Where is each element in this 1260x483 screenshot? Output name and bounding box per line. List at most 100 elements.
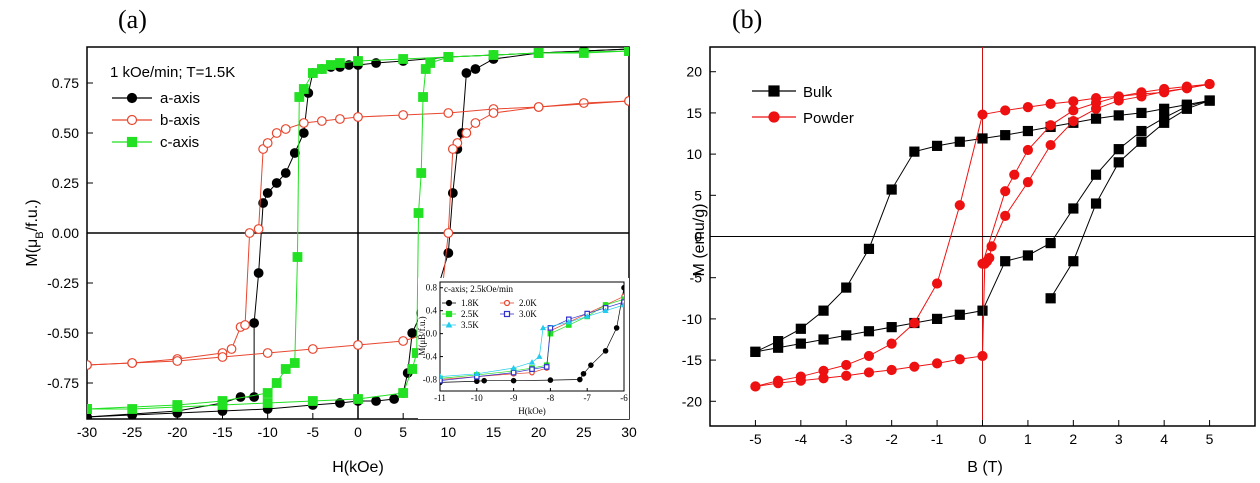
- panel-a-inset-series-3-5k-point: [620, 301, 624, 308]
- panel-a-data-area: [87, 47, 629, 419]
- panel-a-inset-series-1-8k-point: [473, 378, 480, 385]
- panel-b-legend-bulk-label: Bulk: [803, 84, 833, 101]
- panel-b-series-powder-return-point: [1000, 210, 1011, 222]
- panel-b-series-powder-return-point: [909, 361, 920, 372]
- panel-a-inset-legend-1-8k-marker: [445, 299, 453, 307]
- panel-a-series-c-axis-return-point: [416, 168, 427, 178]
- panel-b-y-tick-label: 0: [694, 229, 702, 245]
- panel-a-series-c-axis-return-point: [87, 404, 92, 414]
- panel-a-series-b-axis-return-point: [443, 228, 454, 238]
- panel-a-inset-series-3-5k: [440, 301, 624, 379]
- panel-a-x-tick-label: 0: [354, 424, 362, 440]
- panel-b-series-powder-virgin: [977, 78, 1215, 269]
- panel-b-y-tick-label: 20: [686, 64, 702, 80]
- panel-a-x-tick-label: -10: [258, 424, 278, 440]
- panel-a-inset-y-tick-label: -0.4: [423, 352, 438, 362]
- panel-a-legend-c-axis: c-axis: [112, 134, 199, 151]
- panel-a-series-c-axis-return-point: [217, 400, 228, 410]
- panel-b-series-bulk-point: [977, 133, 988, 144]
- panel-b-x-tick-label: -4: [795, 431, 808, 447]
- panel-b-series-powder-virgin-point: [1136, 87, 1147, 98]
- panel-b-series-powder-virgin-point: [1068, 105, 1079, 116]
- panel-b-series-bulk-virgin-point: [1204, 95, 1215, 106]
- panel-a-series-c-axis-point: [292, 252, 303, 262]
- panel-a-series-a-axis-point: [271, 178, 282, 188]
- panel-a-series-c-axis-return-point: [418, 92, 428, 102]
- panel-a-label: (a): [118, 5, 147, 34]
- panel-b-series-powder-return-point: [1045, 139, 1056, 151]
- panel-a-series-b-axis-point: [353, 112, 363, 122]
- panel-a-inset-legend-3-5k: 3.5K: [442, 320, 479, 330]
- panel-b-series-powder-virgin-point: [1000, 186, 1011, 197]
- panel-a-inset-series-1-8k-point: [580, 370, 587, 377]
- panel-a-series-b-axis-return-point: [87, 360, 92, 370]
- panel-b-x-tick-label: -1: [931, 431, 944, 447]
- panel-a-inset-data-area: [440, 284, 624, 386]
- panel-a-series-c-axis-point: [298, 84, 309, 94]
- panel-a-inset-legend-2-5k-marker: [445, 310, 453, 318]
- panel-a-inset-series-1-8k-point: [602, 348, 609, 354]
- panel-a-series-a-axis-point: [289, 148, 300, 158]
- panel-b-series-powder-virgin-point: [1204, 78, 1215, 90]
- panel-a-series-b-axis-return-point: [127, 358, 138, 368]
- panel-b-series-bulk-return-point: [1136, 125, 1147, 137]
- panel-a-inset-y-tick-label: 0.0: [426, 329, 438, 339]
- panel-a-inset-background: [418, 278, 629, 419]
- panel-a-legend-b-axis-marker: [126, 114, 138, 126]
- panel-a-inset-y-axis-title: M(μB/f.u.): [417, 316, 427, 355]
- panel-a-inset-legend-3-5k-label: 3.5K: [461, 320, 479, 330]
- panel-a-inset-legend-2-0k: 2.0K: [500, 298, 537, 308]
- panel-b-series-powder-return-point: [954, 354, 965, 365]
- panel-a-x-tick-label: -25: [122, 424, 142, 440]
- panel-a-series-a-axis-point: [262, 188, 273, 198]
- panel-a-series-c-axis-return-point: [398, 388, 409, 398]
- panel-b-series-bulk-point: [1136, 107, 1147, 119]
- panel-a-series-c-axis-point: [353, 56, 363, 66]
- panel-a-x-tick-label: -5: [307, 424, 320, 440]
- panel-b-y-tick-label: 10: [686, 146, 702, 162]
- panel-b-series-bulk-point: [1022, 125, 1034, 137]
- panel-a-series-b-axis-return-point: [624, 96, 629, 106]
- panel-a-series-c-axis-return-point: [127, 404, 138, 414]
- panel-b-y-tick-label: -15: [682, 352, 702, 368]
- panel-a-series-a-axis-point: [298, 128, 309, 138]
- panel-a-x-tick-label: -15: [212, 424, 232, 440]
- panel-b-series-bulk-point: [863, 243, 875, 254]
- panel-b-chart: (b) -5 -4 -3 -2 -1 0 1 2 3 4 5-20-15-10-505101520B…: [682, 5, 1256, 476]
- panel-b-series-powder-return-point: [863, 367, 875, 378]
- panel-a-legend-c-axis-label: c-axis: [160, 134, 199, 151]
- panel-b-series-bulk-virgin: [1045, 95, 1215, 304]
- panel-a-inset-series-1-8k-point: [588, 362, 594, 368]
- panel-a-inset-legend-2-5k: 2.5K: [442, 309, 479, 319]
- panel-a-series-c-axis-point: [398, 54, 409, 64]
- panel-a-legend-b-axis: b-axis: [112, 112, 200, 129]
- panel-b-series-bulk-point: [1159, 103, 1170, 114]
- panel-b-series-bulk-return-point: [977, 305, 988, 316]
- panel-a-inset-series-1-8k-point: [510, 377, 517, 384]
- panel-a-x-tick-label: -30: [77, 424, 97, 440]
- panel-a-inset-series-3-0k-point: [543, 364, 550, 370]
- panel-a-inset-series-1-8k-point: [621, 284, 624, 291]
- panel-b-series-bulk-point: [909, 146, 920, 157]
- panel-a-series-c-axis-return-point: [353, 394, 363, 404]
- panel-b-series-powder-virgin-point: [1113, 91, 1124, 102]
- panel-b-series-bulk-return-point: [954, 309, 965, 320]
- panel-a-inset-legend-2-0k-marker: [503, 299, 511, 307]
- panel-a-series-a-axis-return-point: [407, 328, 418, 338]
- panel-a-inset-series-3-5k-point: [510, 364, 517, 371]
- panel-a-series-c-axis-return-point: [262, 398, 273, 408]
- panel-a-inset-legend-3-0k-label: 3.0K: [519, 309, 537, 319]
- panel-a-inset-series-3-5k-point: [536, 353, 543, 359]
- panel-a-inset-plot-frame: [439, 281, 625, 392]
- panel-b-legend-bulk-marker: [768, 85, 780, 97]
- panel-b-x-tick-label: -3: [840, 431, 853, 447]
- panel-b-series-bulk-point: [1000, 130, 1011, 141]
- panel-b-series-powder-point: [841, 359, 852, 371]
- panel-b-series-powder-point: [1000, 105, 1011, 116]
- panel-a-inset-title: c-axis; 2.5kOe/min: [444, 284, 513, 294]
- panel-b-series-powder-point: [1045, 98, 1056, 109]
- panel-a-series-a-axis-return-point: [335, 398, 345, 408]
- panel-a-series-a-axis-return-point: [470, 64, 481, 74]
- panel-a-series-b-axis-point: [226, 344, 237, 354]
- panel-b-series-bulk-virgin-point: [1113, 157, 1124, 168]
